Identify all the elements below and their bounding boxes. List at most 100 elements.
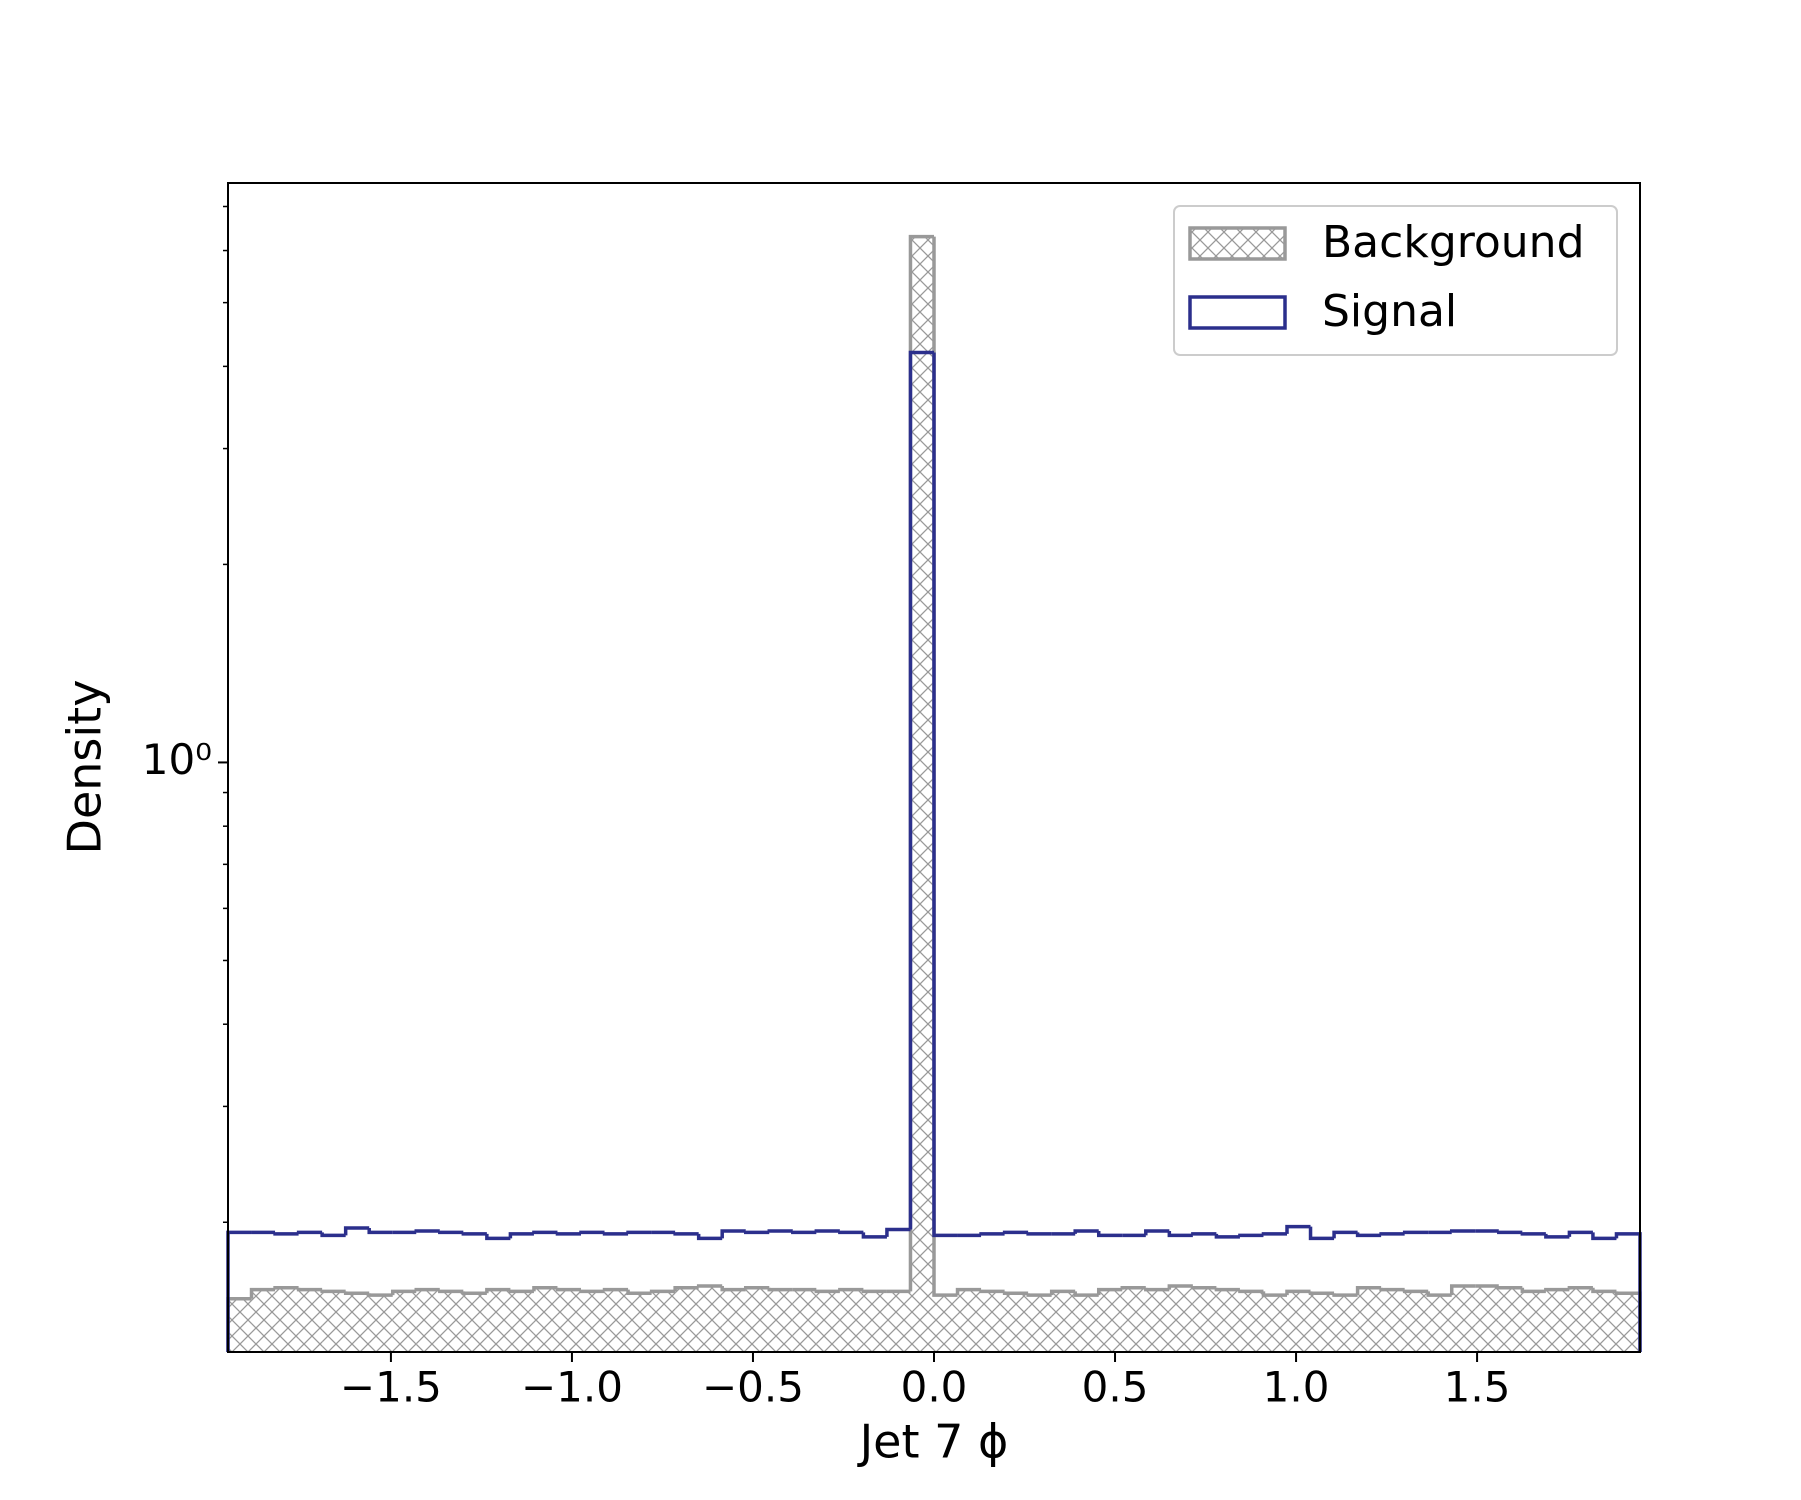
histogram-step xyxy=(579,1289,605,1294)
histogram-bar-fill xyxy=(228,1298,252,1352)
histogram-step xyxy=(390,1289,417,1296)
histogram-step xyxy=(696,1233,723,1241)
x-tick-label: −1.5 xyxy=(340,1363,442,1412)
histogram-step xyxy=(367,1293,393,1297)
histogram-step xyxy=(1520,1287,1546,1294)
histogram-step xyxy=(532,1230,558,1235)
histogram-step xyxy=(673,1286,699,1292)
histogram-bar-fill xyxy=(1545,1289,1570,1352)
histogram-bar-fill xyxy=(416,1289,440,1352)
histogram-bar-fill xyxy=(1404,1291,1429,1352)
histogram-step xyxy=(814,1229,840,1233)
histogram-step xyxy=(838,1230,864,1235)
histogram-bar-fill xyxy=(1569,1287,1593,1352)
histogram-step xyxy=(1379,1232,1405,1236)
histogram-step xyxy=(1214,1287,1240,1292)
histogram-step xyxy=(791,1230,817,1235)
histogram-step xyxy=(1520,1232,1546,1236)
histogram-step xyxy=(1285,1224,1311,1234)
histogram-step xyxy=(320,1232,346,1238)
histogram-bar-fill xyxy=(651,1291,676,1352)
histogram-step xyxy=(908,350,934,1230)
histogram-step xyxy=(1449,1229,1476,1233)
histogram-step xyxy=(555,1287,581,1292)
histogram-bar-fill xyxy=(1381,1289,1405,1352)
histogram-bar-fill xyxy=(1357,1287,1382,1352)
histogram-step xyxy=(626,1289,652,1295)
histogram-step xyxy=(343,1291,370,1295)
histogram-step xyxy=(1544,1287,1570,1292)
histogram-bar-fill xyxy=(1451,1286,1476,1352)
histogram-bar-fill xyxy=(1592,1291,1617,1352)
histogram-bar-fill xyxy=(275,1287,299,1352)
histogram-bar-fill xyxy=(934,1295,958,1352)
y-tick-label: 10⁰ xyxy=(142,735,212,784)
histogram-bar-fill xyxy=(1263,1295,1287,1352)
histogram-step xyxy=(1144,1287,1170,1292)
histogram-bar-fill xyxy=(745,1287,770,1352)
histogram-step xyxy=(1591,1232,1617,1241)
histogram-bar-fill xyxy=(322,1291,346,1352)
histogram-bar-fill xyxy=(1145,1289,1170,1352)
histogram-step xyxy=(767,1229,793,1233)
histogram-bar-fill xyxy=(1216,1289,1240,1352)
histogram-bar-fill xyxy=(1287,1291,1311,1352)
histogram-bar-fill xyxy=(1028,1295,1052,1352)
histogram-bar-fill xyxy=(557,1289,581,1352)
histogram-step xyxy=(1355,1286,1382,1296)
histogram-step xyxy=(1214,1233,1240,1239)
histogram-bar-fill xyxy=(769,1289,793,1352)
histogram-bar-fill xyxy=(510,1291,534,1352)
histogram-step xyxy=(743,1286,770,1290)
x-axis-label: Jet 7 ϕ xyxy=(857,1415,1009,1469)
x-tick-label: 0.5 xyxy=(1082,1363,1149,1412)
histogram-bar-fill xyxy=(816,1291,840,1352)
histogram-bar-fill xyxy=(604,1289,629,1352)
y-axis-label: Density xyxy=(58,680,112,855)
legend-swatch xyxy=(1188,295,1287,330)
histogram-bar-fill xyxy=(981,1291,1005,1352)
legend-label: Signal xyxy=(1322,286,1457,337)
histogram-step xyxy=(579,1230,605,1235)
x-tick-label: −0.5 xyxy=(702,1363,804,1412)
histogram-bar-fill xyxy=(533,1287,558,1352)
histogram-bar-fill xyxy=(298,1289,323,1352)
histogram-bar-fill xyxy=(1428,1295,1452,1352)
x-tick-label: 0.0 xyxy=(901,1363,968,1412)
histogram-step xyxy=(885,1227,911,1237)
histogram-step xyxy=(461,1291,487,1295)
histogram-bar-fill xyxy=(886,1291,911,1352)
histogram-step xyxy=(273,1232,299,1236)
histogram-step xyxy=(1308,1291,1335,1295)
histogram-step xyxy=(720,1286,746,1292)
histogram-step xyxy=(1073,1229,1099,1234)
histogram-step xyxy=(1567,1230,1593,1237)
histogram-step xyxy=(1497,1286,1523,1290)
histogram-bar-fill xyxy=(628,1293,652,1352)
histogram-bar-fill xyxy=(698,1286,723,1352)
histogram-step xyxy=(1332,1230,1358,1239)
legend-swatch xyxy=(1188,226,1287,261)
histogram-bar-fill xyxy=(1004,1293,1029,1352)
histogram-step xyxy=(720,1229,746,1239)
histogram-step xyxy=(743,1230,770,1235)
histogram-step xyxy=(1238,1233,1264,1238)
legend-label: Background xyxy=(1322,217,1585,268)
histogram-step xyxy=(320,1289,346,1294)
histogram-step xyxy=(1308,1226,1335,1241)
histogram-step xyxy=(532,1286,558,1292)
histogram-step xyxy=(555,1232,581,1236)
histogram-step xyxy=(979,1232,1005,1236)
histogram-step xyxy=(1191,1232,1217,1236)
histogram-step xyxy=(1544,1233,1570,1239)
histogram-step xyxy=(1332,1293,1358,1297)
histogram-bar-fill xyxy=(839,1289,864,1352)
histogram-bar-fill xyxy=(251,1289,276,1352)
histogram-step xyxy=(1591,1287,1617,1294)
histogram-bar-fill xyxy=(439,1291,464,1352)
histogram-step xyxy=(1261,1232,1287,1236)
histogram-step xyxy=(1096,1287,1123,1296)
histogram-step xyxy=(1402,1289,1429,1294)
histogram-bar-fill xyxy=(1098,1289,1123,1352)
